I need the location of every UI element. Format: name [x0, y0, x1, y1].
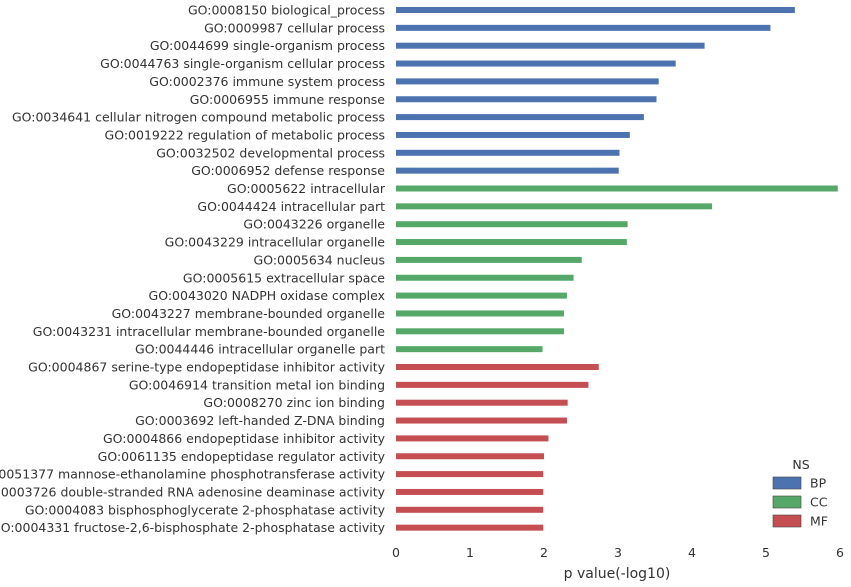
bar-mf	[396, 364, 599, 370]
legend: NS BP CC MF	[772, 457, 828, 529]
category-label: GO:0043229 intracellular organelle	[165, 235, 386, 250]
legend-swatch-cc	[772, 495, 802, 509]
x-tick-label: 0	[392, 545, 400, 560]
category-label: GO:0006952 defense response	[191, 163, 385, 178]
x-tick-label: 6	[836, 545, 844, 560]
legend-title: NS	[792, 457, 809, 472]
bar-cc	[396, 203, 712, 210]
category-label: GO:0004083 bisphosphoglycerate 2-phospha…	[25, 502, 386, 517]
category-label: GO:0003726 double-stranded RNA adenosine…	[0, 484, 386, 499]
bar-mf	[396, 399, 568, 406]
category-label: GO:0032502 developmental process	[156, 145, 385, 160]
bars-group	[396, 7, 838, 531]
legend-label-cc: CC	[810, 495, 828, 510]
category-label: GO:0004867 serine-type endopeptidase inh…	[28, 360, 385, 375]
bar-cc	[396, 310, 564, 317]
bar-mf	[396, 453, 544, 460]
bar-bp	[396, 78, 659, 85]
bar-mf	[396, 471, 544, 478]
bar-bp	[396, 131, 630, 138]
legend-label-bp: BP	[810, 476, 827, 491]
category-label: GO:0061135 endopeptidase regulator activ…	[98, 449, 386, 464]
category-label: GO:0004331 fructose-2,6-bisphosphate 2-p…	[0, 520, 386, 535]
category-labels-group: GO:0008150 biological_process GO:0009987 …	[0, 3, 386, 536]
bar-mf	[396, 506, 544, 513]
bar-mf	[396, 435, 549, 442]
bar-cc	[396, 221, 628, 228]
bar-bp	[396, 42, 705, 49]
bar-cc	[396, 274, 574, 281]
legend-swatch-mf	[772, 514, 802, 528]
bar-bp	[396, 60, 676, 67]
category-label: GO:0006955 immune response	[190, 92, 386, 107]
category-label: GO:0003692 left-handed Z-DNA binding	[135, 413, 385, 428]
x-tick-label: 1	[466, 545, 474, 560]
category-label: GO:0002376 immune system process	[149, 74, 385, 89]
category-label: GO:0043231 intracellular membrane-bounde…	[33, 324, 386, 339]
bar-bp	[396, 149, 620, 156]
category-label: GO:0008270 zinc ion binding	[203, 395, 385, 410]
category-label: GO:0044446 intracellular organelle part	[135, 342, 385, 357]
x-tick-label: 2	[540, 545, 548, 560]
bar-bp	[396, 24, 771, 31]
legend-label-mf: MF	[810, 514, 828, 529]
category-label: GO:0046914 transition metal ion binding	[129, 377, 385, 392]
bar-cc	[396, 346, 543, 353]
category-label: GO:0044763 single-organism cellular proc…	[100, 56, 385, 71]
legend-entries: BP CC MF	[772, 476, 828, 529]
category-label: GO:0009987 cellular process	[204, 20, 385, 35]
bar-bp	[396, 167, 619, 174]
category-label: GO:0004866 endopeptidase inhibitor activ…	[103, 431, 386, 446]
category-label: GO:0043020 NADPH oxidase complex	[149, 288, 385, 303]
bar-cc	[396, 328, 564, 335]
bar-cc	[396, 256, 582, 263]
x-tick-label: 5	[762, 545, 770, 560]
category-label: GO:0051377 mannose-ethanolamine phosphot…	[0, 467, 386, 482]
bar-cc	[396, 239, 627, 246]
category-label: GO:0008150 biological_process	[188, 3, 385, 18]
bar-mf	[396, 417, 567, 424]
x-ticks-group: 0 1 2 3 4 5 6	[392, 545, 844, 560]
bar-bp	[396, 7, 795, 13]
x-tick-label: 4	[688, 545, 696, 560]
category-label: GO:0034641 cellular nitrogen compound me…	[12, 110, 385, 125]
category-label: GO:0043227 membrane-bounded organelle	[112, 306, 386, 321]
category-label: GO:0005622 intracellular	[227, 181, 386, 196]
bar-mf	[396, 381, 589, 388]
category-label: GO:0043226 organelle	[243, 217, 385, 232]
category-label: GO:0005634 nucleus	[254, 252, 385, 267]
bar-mf	[396, 488, 544, 495]
bar-bp	[396, 96, 657, 103]
x-tick-label: 3	[614, 545, 622, 560]
bar-mf	[396, 524, 544, 531]
bar-cc	[396, 185, 838, 192]
x-axis-title: p value(-log10)	[564, 566, 671, 582]
bar-bp	[396, 114, 644, 121]
category-label: GO:0005615 extracellular space	[183, 270, 385, 285]
legend-swatch-bp	[772, 476, 802, 490]
category-label: GO:0044699 single-organism process	[150, 38, 385, 53]
bar-cc	[396, 292, 567, 299]
category-label: GO:0019222 regulation of metabolic proce…	[105, 127, 385, 142]
category-label: GO:0044424 intracellular part	[197, 199, 385, 214]
